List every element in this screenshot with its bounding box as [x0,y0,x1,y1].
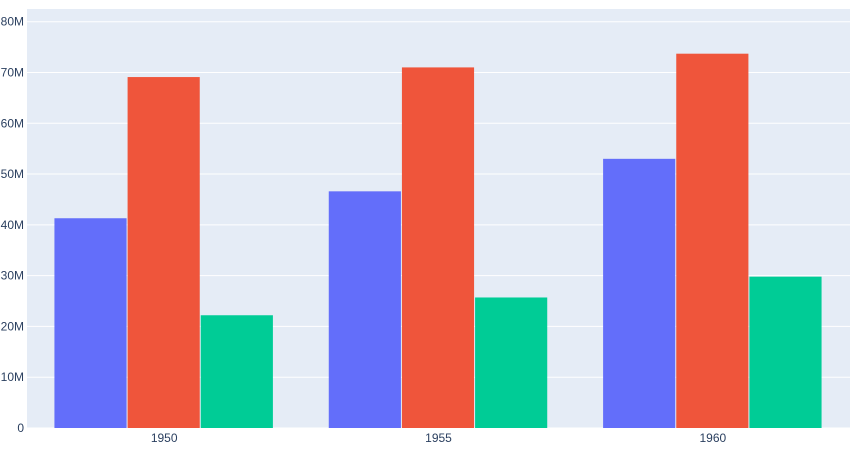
x-axis-ticks: 1950 1955 1960 [151,431,727,445]
bar[interactable] [676,53,749,429]
y-tick-label: 20M [1,319,24,333]
y-tick-label: 70M [1,65,24,79]
y-tick-label: 30M [1,269,24,283]
y-tick-label: 40M [1,218,24,232]
bar[interactable] [475,297,548,428]
bar[interactable] [127,77,200,428]
y-tick-label: 10M [1,370,24,384]
bar[interactable] [54,218,127,428]
y-tick-label: 60M [1,116,24,130]
bar[interactable] [401,67,475,428]
bars [54,53,822,429]
y-tick-label: 50M [1,167,24,181]
bar[interactable] [749,276,822,428]
bar[interactable] [603,158,676,428]
x-tick-label: 1960 [699,431,726,445]
y-tick-label: 80M [1,15,24,29]
x-tick-label: 1950 [151,431,178,445]
bar[interactable] [328,191,401,428]
bar[interactable] [200,315,273,428]
y-tick-label: 0 [17,421,24,435]
y-axis-ticks: 0 10M 20M 30M 40M 50M 60M 70M 80M [1,15,25,435]
x-tick-label: 1955 [425,431,452,445]
